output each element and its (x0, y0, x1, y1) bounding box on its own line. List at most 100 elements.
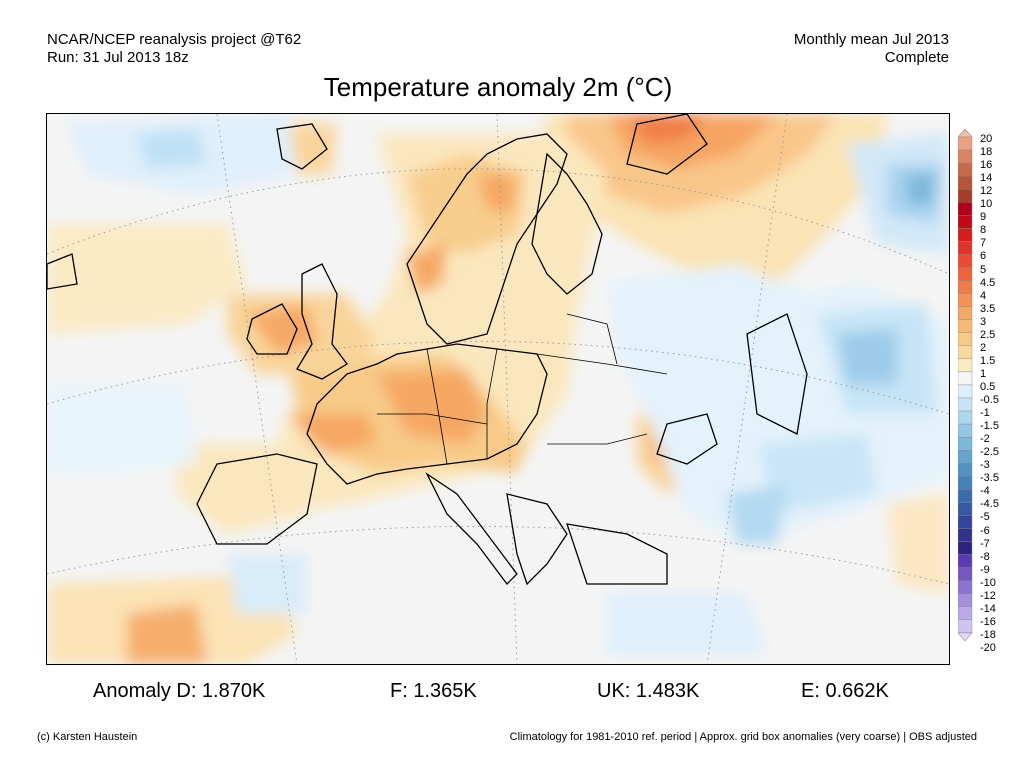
colorbar-swatch (958, 502, 973, 516)
colorbar (958, 129, 973, 642)
colorbar-swatch (958, 254, 973, 268)
colorbar-label: 18 (980, 146, 993, 159)
period-text: Monthly mean Jul 2013 (793, 31, 949, 48)
colorbar-label: 6 (980, 250, 987, 263)
colorbar-swatch (958, 423, 973, 438)
colorbar-label: 0.5 (980, 380, 996, 393)
colorbar-swatch (958, 241, 973, 255)
colorbar-label: -0.5 (980, 394, 999, 406)
colorbar-swatch (958, 189, 973, 203)
colorbar-swatch (958, 267, 973, 281)
colorbar-label: -4.5 (980, 498, 999, 511)
colorbar-label: -4 (980, 485, 990, 498)
colorbar-label: 4 (980, 289, 987, 302)
colorbar-label: 3.5 (980, 302, 996, 315)
colorbar-label: 12 (980, 185, 993, 198)
colorbar-label: -12 (980, 589, 996, 602)
colorbar-label: -20 (980, 641, 996, 654)
colorbar-label: 9 (980, 211, 987, 224)
colorbar-bottom-arrow (958, 632, 973, 642)
colorbar-swatch (958, 528, 973, 542)
colorbar-swatch (958, 450, 973, 464)
colorbar-swatch (958, 162, 973, 177)
colorbar-swatch (958, 149, 973, 164)
colorbar-label: 14 (980, 172, 993, 185)
colorbar-label: 5 (980, 263, 987, 276)
colorbar-label: -16 (980, 615, 996, 628)
colorbar-swatch (958, 554, 973, 568)
colorbar-swatch (958, 319, 973, 333)
colorbar-swatch (958, 306, 973, 320)
colorbar-swatch (958, 345, 973, 360)
colorbar-swatch (958, 410, 973, 425)
colorbar-swatch (958, 384, 973, 399)
colorbar-top-arrow (958, 129, 973, 138)
colorbar-swatch (958, 397, 973, 412)
colorbar-label: 8 (980, 224, 987, 237)
colorbar-label: 1.5 (980, 354, 996, 367)
colorbar-swatch (958, 463, 973, 477)
colorbar-label: -10 (980, 576, 996, 589)
run-text: Run: 31 Jul 2013 18z (47, 49, 189, 66)
colorbar-label: -3 (980, 459, 990, 472)
colorbar-label: 4.5 (980, 276, 996, 289)
colorbar-label: -18 (980, 628, 996, 641)
colorbar-label: 2.5 (980, 328, 996, 341)
header-left: NCAR/NCEP reanalysis project @T62 Run: 3… (47, 31, 301, 67)
stat-france: F: 1.365K (390, 680, 477, 702)
colorbar-swatch (958, 293, 973, 307)
colorbar-label: 1 (980, 367, 987, 380)
stat-uk: UK: 1.483K (597, 680, 700, 702)
stat-spain: E: 0.662K (801, 680, 889, 702)
colorbar-swatch (958, 619, 973, 634)
colorbar-label: -5 (980, 511, 990, 524)
colorbar-swatch (958, 175, 973, 190)
climatology-note: Climatology for 1981-2010 ref. period | … (509, 731, 977, 743)
colorbar-label: 3 (980, 315, 987, 328)
graticule (47, 114, 949, 664)
colorbar-swatch (958, 476, 973, 490)
colorbar-label: -7 (980, 537, 990, 550)
colorbar-swatch (958, 593, 973, 608)
colorbar-swatch (958, 606, 973, 621)
colorbar-label: -6 (980, 524, 990, 537)
coastlines (47, 114, 808, 586)
borders (377, 313, 668, 465)
colorbar-swatch (958, 515, 973, 529)
colorbar-label: 20 (980, 133, 993, 145)
colorbar-label: -2 (980, 433, 990, 446)
colorbar-label: 2 (980, 341, 987, 354)
colorbar-swatch (958, 215, 973, 229)
anomaly-field (47, 114, 949, 664)
credit-text: (c) Karsten Haustein (37, 731, 138, 743)
colorbar-swatch (958, 228, 973, 242)
colorbar-label: 10 (980, 198, 993, 211)
anomaly-map (46, 113, 950, 665)
status-text: Complete (884, 49, 949, 66)
colorbar-label: 16 (980, 159, 993, 172)
colorbar-label: -1.5 (980, 420, 999, 433)
stat-germany: Anomaly D: 1.870K (93, 680, 266, 702)
colorbar-swatch (958, 280, 973, 294)
colorbar-label: -1 (980, 407, 990, 420)
colorbar-label: -2.5 (980, 446, 999, 459)
colorbar-swatch (958, 202, 973, 216)
colorbar-swatch (958, 580, 973, 594)
colorbar-label: -14 (980, 602, 996, 615)
colorbar-label: -8 (980, 550, 990, 563)
source-text: NCAR/NCEP reanalysis project @T62 (47, 31, 302, 48)
colorbar-swatch (958, 567, 973, 581)
colorbar-swatch (958, 371, 973, 386)
colorbar-swatch (958, 358, 973, 373)
anomaly-map-svg (47, 114, 949, 664)
colorbar-label: 7 (980, 237, 987, 250)
colorbar-swatch (958, 136, 973, 151)
colorbar-swatch (958, 332, 973, 347)
header-right: Monthly mean Jul 2013 Complete (794, 31, 949, 67)
colorbar-swatch (958, 541, 973, 555)
colorbar-label: -9 (980, 563, 990, 576)
colorbar-label: -3.5 (980, 472, 999, 485)
map-title: Temperature anomaly 2m (°C) (323, 72, 673, 102)
colorbar-swatch (958, 489, 973, 503)
colorbar-swatch (958, 436, 973, 451)
